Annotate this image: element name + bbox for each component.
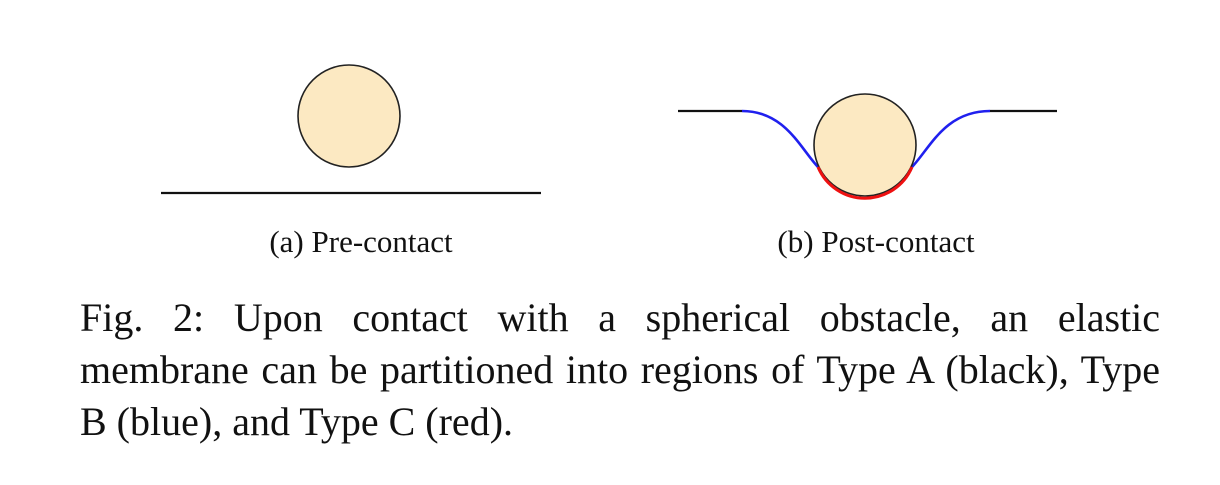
subcaption-b: (b) Post-contact [777,224,975,259]
caption-prefix: Fig. 2: [80,295,205,340]
caption-text: Upon contact with a spherical obstacle, … [80,295,1161,444]
figure-drawing [161,64,1057,200]
post-contact-diagram [678,93,1057,200]
figure-caption: Fig. 2: Upon contact with a spherical ob… [80,292,1160,448]
type-b-region-left [741,109,819,168]
type-c-region [816,166,914,200]
spherical-obstacle [813,93,917,197]
type-b-region-right [911,109,991,168]
spherical-obstacle [297,64,401,168]
subcaption-a: (a) Pre-contact [269,224,453,259]
pre-contact-diagram [161,64,541,195]
